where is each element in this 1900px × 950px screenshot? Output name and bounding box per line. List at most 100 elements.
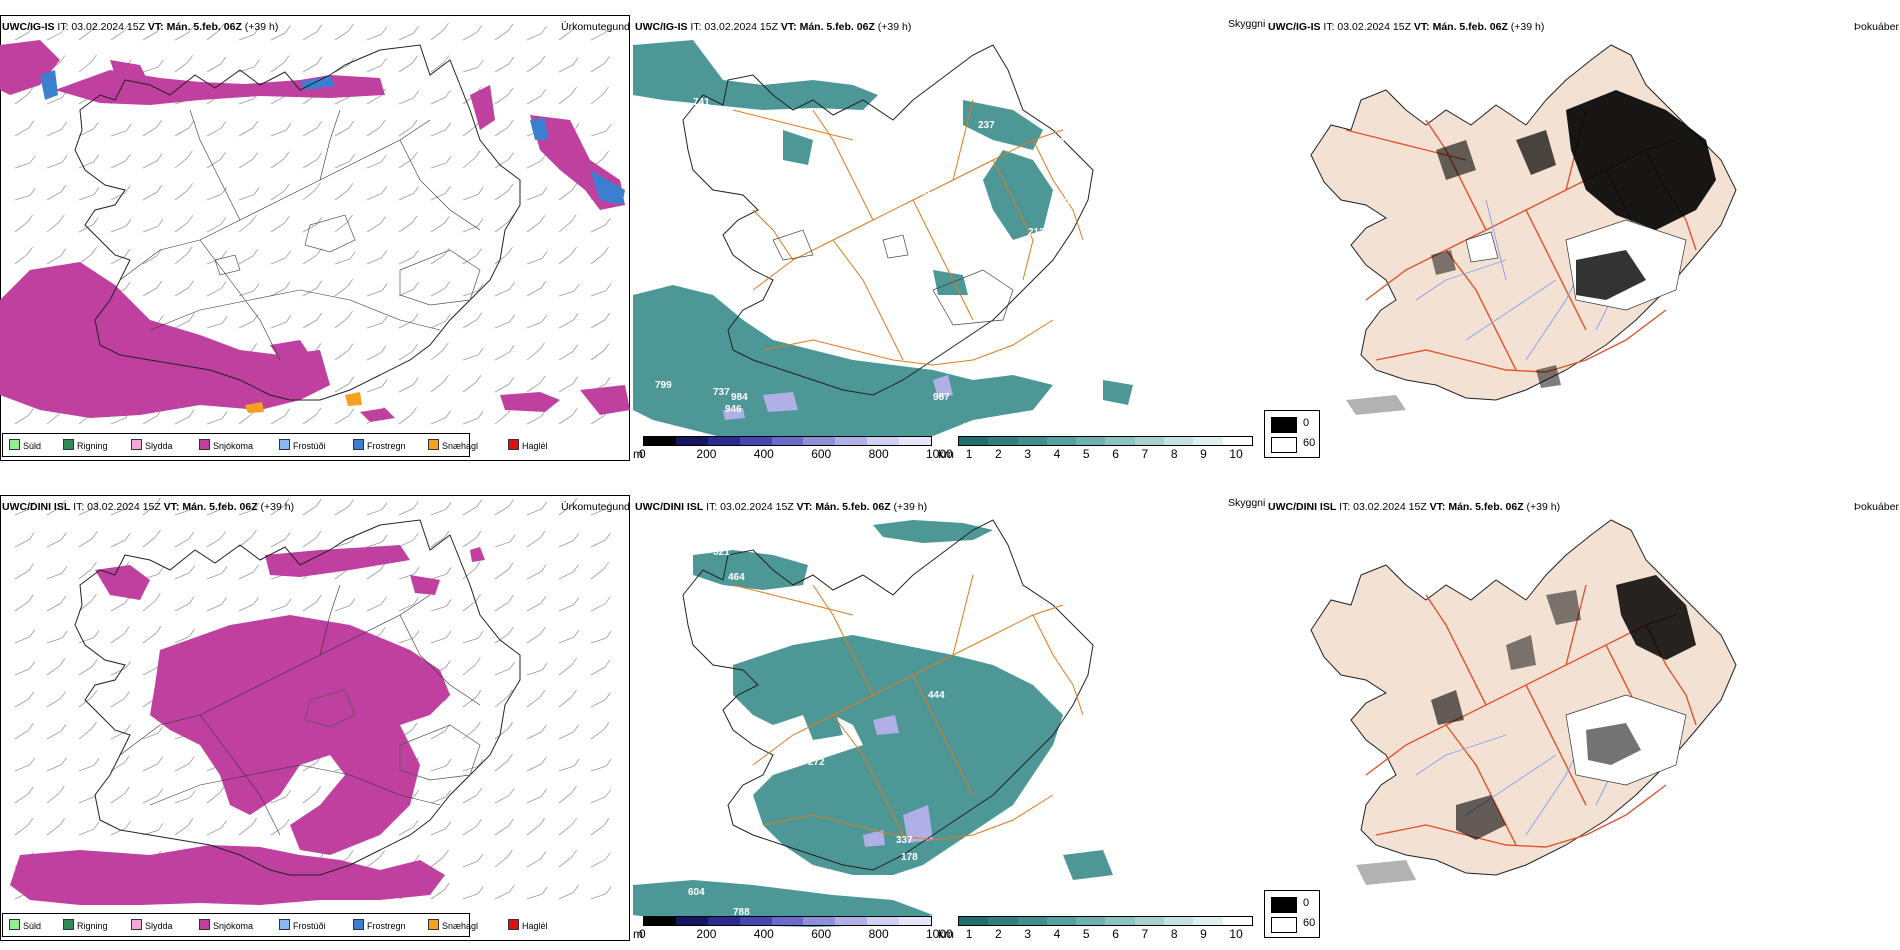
- wind-barb-flag: [475, 530, 482, 539]
- wind-barb: [174, 603, 190, 612]
- wind-barb-flag: [93, 501, 99, 509]
- colorbar-tick-label: 200: [696, 447, 717, 461]
- wind-barb-flag: [284, 25, 291, 34]
- colorbar-segment: [675, 917, 708, 925]
- precip-legend-item: Slydda: [131, 439, 173, 451]
- wind-barb-flag: [29, 155, 36, 164]
- wind-barb-flag: [347, 279, 354, 287]
- wind-barb-flag: [445, 122, 452, 130]
- wind-barb: [430, 381, 444, 393]
- precip-legend-label: Súld: [23, 921, 42, 931]
- wind-barb-flag: [28, 563, 34, 571]
- wind-barb-flag: [124, 724, 131, 733]
- wind-barb: [462, 126, 477, 137]
- wind-barb: [174, 157, 188, 169]
- wind-barb-flag: [445, 155, 452, 164]
- colorbar-tick-label: 4: [1053, 927, 1061, 941]
- precip-legend-label: Slydda: [145, 441, 173, 451]
- wind-barb: [142, 795, 158, 804]
- wind-barb: [398, 507, 414, 516]
- visibility-value-label: 741: [693, 97, 710, 108]
- colorbar-segment: [835, 917, 868, 925]
- wind-barb-flag: [571, 183, 578, 191]
- wind-barb-flag: [477, 283, 484, 291]
- wind-barb: [430, 730, 446, 740]
- wind-barb: [590, 568, 604, 580]
- wind-barb-flag: [571, 785, 577, 794]
- colorbar-segment: [1164, 437, 1194, 445]
- wind-barb: [270, 32, 286, 41]
- wind-barb-flag: [541, 724, 547, 733]
- wind-barb-flag: [443, 849, 449, 858]
- wind-barb-flag: [443, 530, 450, 539]
- wind-barb-flag: [124, 248, 131, 257]
- precip-legend-swatch: [131, 439, 142, 450]
- wind-barb: [302, 223, 318, 233]
- fog-legend-swatch: [1271, 417, 1297, 433]
- precip-legend-label: Rigning: [77, 921, 108, 931]
- wind-barb-flag: [443, 55, 450, 63]
- precip-legend-swatch: [428, 919, 439, 930]
- wind-barb: [494, 541, 511, 548]
- wind-barb: [270, 796, 286, 804]
- colorbar-segment: [1193, 917, 1223, 925]
- wind-barb-flag: [253, 283, 260, 291]
- wind-barb-flag: [124, 691, 130, 699]
- wind-barb-flag: [188, 313, 195, 321]
- wind-barb: [398, 573, 415, 580]
- wind-barb-flag: [188, 280, 194, 288]
- wind-barb-flag: [539, 342, 545, 351]
- wind-barb: [398, 414, 412, 425]
- fog-index-legend: 0 60: [1264, 410, 1320, 458]
- wind-barb-flag: [93, 154, 100, 162]
- wind-barb: [430, 287, 446, 297]
- precip-legend-swatch: [279, 439, 290, 450]
- wind-barb: [14, 94, 29, 105]
- colorbar-tick-label: 600: [811, 447, 832, 461]
- wind-barb-flag: [188, 756, 195, 764]
- wind-barb-flag: [445, 758, 452, 767]
- colorbar-segment: [959, 917, 989, 925]
- wind-barb-flag: [157, 725, 164, 734]
- wind-barb-flag: [125, 219, 132, 227]
- wind-barb: [494, 856, 508, 868]
- panel-title: Þokuábendi: [1854, 21, 1899, 33]
- precip-legend-item: Frostúði: [279, 439, 326, 451]
- wind-barb: [46, 162, 63, 169]
- wind-barb-flag: [220, 281, 227, 289]
- wind-barb: [494, 506, 509, 516]
- wind-barb-flag: [571, 817, 577, 826]
- wind-barb: [558, 765, 575, 772]
- wind-barb: [526, 697, 541, 708]
- wind-barb: [430, 796, 446, 804]
- wind-barb-flag: [60, 595, 67, 604]
- wind-barb-flag: [125, 153, 131, 162]
- wind-barb-flag: [221, 411, 228, 419]
- wind-barb: [174, 763, 190, 772]
- wind-barb: [14, 221, 28, 233]
- wind-barb-flag: [220, 152, 226, 160]
- precip-legend-item: Súld: [9, 919, 41, 931]
- wind-barb: [206, 223, 222, 233]
- wind-barb: [526, 416, 542, 425]
- visibility-value-label: 604: [688, 887, 705, 898]
- wind-barb-flag: [219, 785, 225, 794]
- wind-barb-flag: [413, 90, 420, 99]
- wind-barb: [174, 253, 188, 265]
- wind-barb: [334, 258, 351, 265]
- wind-barb-flag: [316, 312, 323, 321]
- wind-barb: [206, 508, 222, 516]
- wind-barb-flag: [221, 566, 228, 574]
- wind-barb: [398, 32, 414, 41]
- wind-barb-flag: [381, 502, 388, 510]
- wind-barb-flag: [347, 343, 354, 351]
- wind-barb: [430, 828, 446, 836]
- wind-barb: [14, 539, 30, 548]
- visibility-value-label: 300: [983, 217, 1000, 228]
- wind-barb: [206, 159, 221, 169]
- fog-map-svg: [1310, 519, 1737, 885]
- wind-barb-flag: [570, 214, 577, 222]
- wind-barb: [46, 191, 62, 201]
- road-network: [732, 99, 1084, 366]
- wind-barb: [142, 160, 158, 169]
